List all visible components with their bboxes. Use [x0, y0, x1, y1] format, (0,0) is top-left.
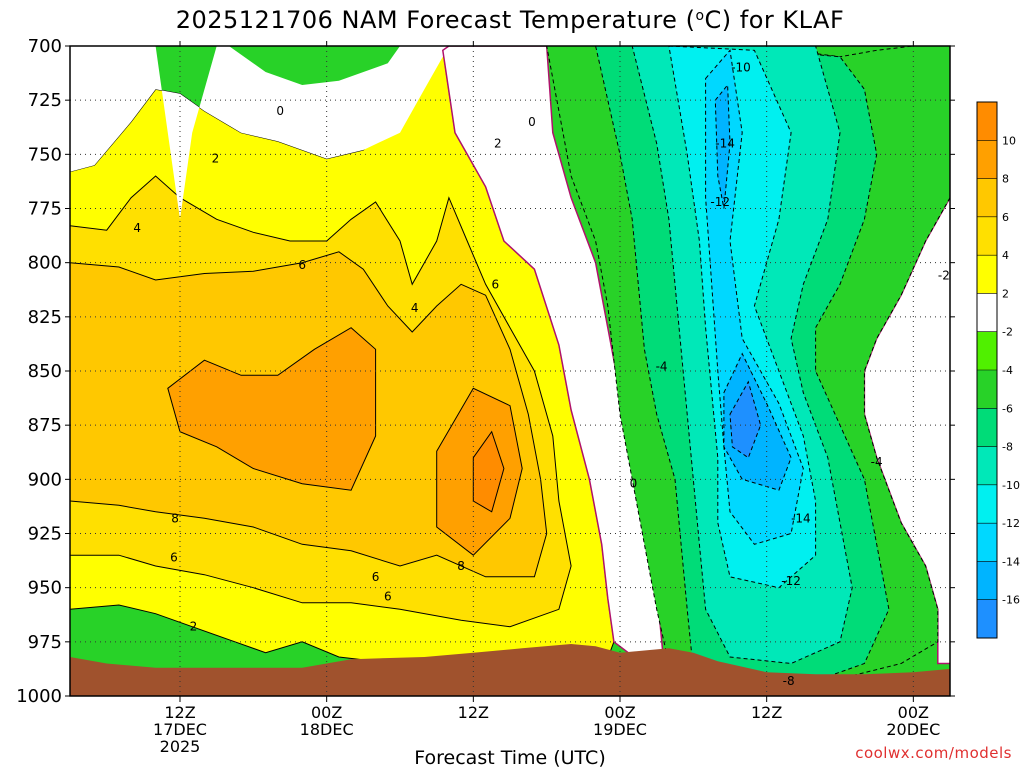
zero-region: [70, 46, 449, 220]
colorbar-label: -8: [1002, 441, 1013, 454]
y-tick-label: 950: [28, 578, 62, 599]
y-tick-label: 775: [28, 199, 62, 220]
y-tick-label: 825: [28, 307, 62, 328]
contour-label: 4: [411, 301, 419, 315]
shaded-region-10: [472, 430, 505, 513]
colorbar-label: -12: [1002, 517, 1020, 530]
contour-label: 6: [372, 570, 380, 584]
chart-title: 2025121706 NAM Forecast Temperature (oC)…: [176, 6, 845, 34]
colorbar-label: 4: [1002, 249, 1009, 262]
colorbar-label: -16: [1002, 594, 1020, 607]
x-tick-label: 12Z: [458, 703, 489, 722]
x-tick-label: 17DEC: [153, 720, 207, 739]
contour-label: 4: [133, 221, 141, 235]
colorbar-swatch: [977, 599, 997, 638]
shaded-region-8: [167, 327, 377, 491]
contour-label: 6: [170, 550, 178, 564]
y-tick-label: 925: [28, 524, 62, 545]
contour-label: 0: [630, 477, 638, 491]
y-tick-label: 725: [28, 90, 62, 111]
colorbar-swatch: [977, 178, 997, 217]
contour-label: 8: [457, 559, 465, 573]
zero-region: [863, 195, 950, 665]
colorbar-swatch: [977, 561, 997, 600]
colorbar-swatch: [977, 255, 997, 294]
y-tick-label: 900: [28, 469, 62, 490]
contour-label: 2: [212, 152, 220, 166]
colorbar-label: -14: [1002, 555, 1020, 568]
colorbar-swatch: [977, 408, 997, 447]
x-tick-label: 18DEC: [300, 720, 354, 739]
colorbar-label: 6: [1002, 211, 1009, 224]
shaded-regions: [70, 46, 950, 686]
contour-labels: 002246468666820-4-10-14-12-14-12-8-4-204…: [133, 61, 1024, 688]
x-tick-label: 00Z: [898, 703, 929, 722]
colorbar-label: -4: [1002, 364, 1013, 377]
credit-text: coolwx.com/models: [855, 744, 1012, 762]
contour-label: 2: [494, 137, 502, 151]
contour-label: 8: [171, 511, 179, 525]
contour-label: 0: [965, 286, 973, 300]
colorbar-label: 2: [1002, 287, 1009, 300]
contour-label: -4: [656, 360, 668, 374]
contour-label: -12: [710, 195, 730, 209]
contour-label: -12: [781, 574, 801, 588]
surface-terrain: [70, 644, 950, 696]
colorbar-label: -10: [1002, 479, 1020, 492]
contour-label: -2: [938, 269, 950, 283]
contour-label: -8: [783, 674, 795, 688]
colorbar-swatch: [977, 140, 997, 179]
contour-label: -14: [791, 511, 811, 525]
x-tick-label: 19DEC: [593, 720, 647, 739]
shaded-region--14: [714, 83, 731, 209]
colorbar-swatch: [977, 331, 997, 370]
y-tick-label: 700: [28, 36, 62, 57]
contour-label: 6: [384, 589, 392, 603]
x-tick-label: 00Z: [311, 703, 342, 722]
x-axis-label: Forecast Time (UTC): [414, 747, 605, 768]
y-tick-label: 875: [28, 415, 62, 436]
contour-label-bg: [963, 286, 974, 299]
colorbar-label: -2: [1002, 326, 1013, 339]
x-tick-label: 12Z: [164, 703, 195, 722]
contour-label: 2: [1017, 628, 1024, 642]
x-tick-label: 12Z: [751, 703, 782, 722]
contour-label: 2: [190, 620, 198, 634]
colorbar-swatch: [977, 484, 997, 524]
contour-label-bg: [1015, 628, 1024, 641]
colorbar: -16 -14 -12 -10 -8 -6 -4 -2 2 4 6 8 10: [976, 101, 1020, 639]
y-tick-label: 800: [28, 253, 62, 274]
contour-label: 0: [276, 104, 284, 118]
colorbar-swatch: [977, 293, 997, 332]
contour-label: 6: [298, 258, 306, 272]
grid-lines: [70, 46, 950, 696]
colorbar-label: 10: [1002, 134, 1016, 147]
x-tick-label: 00Z: [604, 703, 635, 722]
surface-terrain-shape: [70, 644, 950, 696]
y-tick-label: 975: [28, 632, 62, 653]
contour-label: -10: [731, 61, 751, 75]
contour-label: 0: [528, 115, 536, 129]
x-tick-label: 20DEC: [886, 720, 940, 739]
colorbar-label: -6: [1002, 402, 1013, 415]
x-tick-label: 2025: [160, 737, 201, 756]
y-tick-label: 1000: [16, 686, 62, 707]
colorbar-swatch: [977, 370, 997, 409]
colorbar-swatch: [977, 216, 997, 256]
shaded-region--16: [729, 380, 762, 459]
colorbar-swatch: [977, 102, 997, 141]
contour-label: -4: [871, 455, 883, 469]
plot-area: 002246468666820-4-10-14-12-14-12-8-4-204…: [70, 46, 1024, 696]
colorbar-label: 8: [1002, 173, 1009, 186]
contour-label: 6: [492, 277, 500, 291]
colorbar-swatch: [977, 523, 997, 562]
colorbar-swatch: [977, 446, 997, 485]
y-tick-label: 750: [28, 144, 62, 165]
y-tick-label: 850: [28, 361, 62, 382]
contour-label: -14: [715, 137, 735, 151]
